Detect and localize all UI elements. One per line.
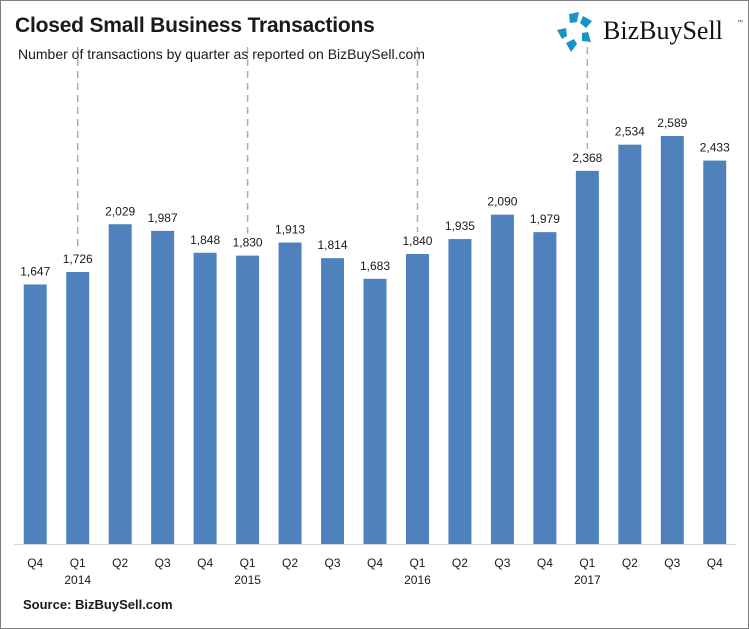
bar [448,239,472,545]
bar [405,254,429,544]
x-year-label: 2016 [404,573,431,587]
bar [533,232,557,545]
bar [66,272,90,544]
bizbuysell-logo: BizBuySell ™ [555,12,745,52]
x-tick-label: Q2 [622,556,638,570]
data-label: 1,935 [445,219,475,233]
data-label: 1,848 [190,233,220,247]
x-tick-label: Q2 [282,556,298,570]
x-year-label: 2014 [64,573,91,587]
x-tick-label: Q4 [27,556,43,570]
bar [660,136,684,544]
x-year-label: 2015 [234,573,261,587]
x-tick-label: Q4 [707,556,723,570]
bar [236,255,260,544]
chart-title: Closed Small Business Transactions [15,14,375,37]
data-label: 1,814 [318,238,348,252]
bar [363,278,387,544]
bar [490,214,514,544]
x-tick-label: Q4 [197,556,213,570]
x-tick-label: Q4 [537,556,553,570]
x-tick-label: Q1 [409,556,425,570]
x-tick-label: Q2 [452,556,468,570]
data-label: 1,683 [360,259,390,273]
data-label: 2,433 [700,141,730,155]
data-label: 2,589 [657,116,687,130]
data-label: 2,090 [487,195,517,209]
x-tick-label: Q2 [112,556,128,570]
data-label: 1,726 [63,252,93,266]
data-label: 1,979 [530,212,560,226]
bar [321,258,345,544]
chart-subtitle: Number of transactions by quarter as rep… [18,46,425,62]
logo-text: BizBuySell [603,16,723,45]
data-label: 1,987 [148,211,178,225]
bar [278,242,302,544]
bar [23,284,47,544]
data-label: 1,913 [275,223,305,237]
data-label: 1,647 [20,264,50,278]
x-tick-label: Q1 [240,556,256,570]
logo-trademark: ™ [737,20,743,26]
data-label: 1,840 [402,234,432,248]
x-tick-label: Q3 [155,556,171,570]
x-tick-label: Q3 [325,556,341,570]
data-label: 2,368 [572,151,602,165]
x-tick-label: Q3 [494,556,510,570]
x-tick-label: Q4 [367,556,383,570]
bar [108,224,132,544]
data-label: 2,029 [105,204,135,218]
logo-star-icon [557,12,592,52]
bar [618,144,642,545]
x-year-label: 2017 [574,573,601,587]
bar [703,160,727,544]
source-note: Source: BizBuySell.com [23,597,173,612]
data-label: 1,830 [233,236,263,250]
bar [575,170,599,545]
data-label: 2,534 [615,125,645,139]
bar [193,252,217,544]
bar [151,230,175,544]
x-tick-label: Q3 [664,556,680,570]
x-tick-label: Q1 [70,556,86,570]
x-tick-label: Q1 [579,556,595,570]
